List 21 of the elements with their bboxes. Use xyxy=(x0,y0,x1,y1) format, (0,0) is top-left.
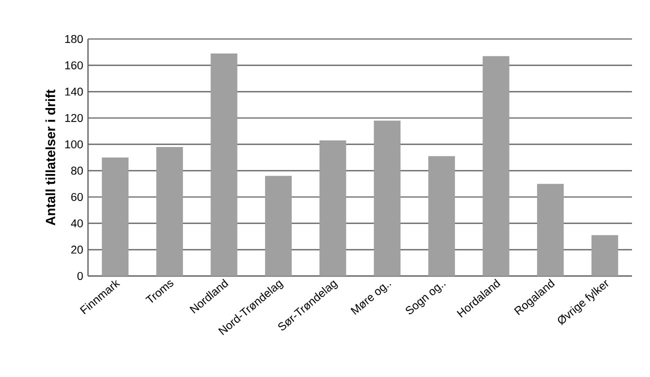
bar xyxy=(374,120,401,276)
bar xyxy=(537,184,564,276)
bar xyxy=(156,146,183,276)
y-tick-label: 40 xyxy=(70,219,83,228)
y-tick-label: 20 xyxy=(71,246,83,254)
bar xyxy=(210,53,238,276)
y-tick-label: 60 xyxy=(71,192,83,201)
y-tick-label: 180 xyxy=(65,34,83,43)
y-tick-label: 160 xyxy=(65,61,83,70)
y-tick-label: 80 xyxy=(71,166,83,175)
bar xyxy=(102,157,129,276)
y-tick-label: 140 xyxy=(65,88,83,96)
bar xyxy=(428,156,455,276)
y-tick-label: 120 xyxy=(65,114,83,122)
bar xyxy=(482,56,510,276)
bar xyxy=(319,140,346,276)
bar xyxy=(265,176,292,276)
bar xyxy=(591,235,618,276)
y-axis-title: Antall tillatelser i drift xyxy=(45,89,56,226)
y-tick-label: 0 xyxy=(77,272,83,280)
y-tick-label: 100 xyxy=(65,140,83,148)
